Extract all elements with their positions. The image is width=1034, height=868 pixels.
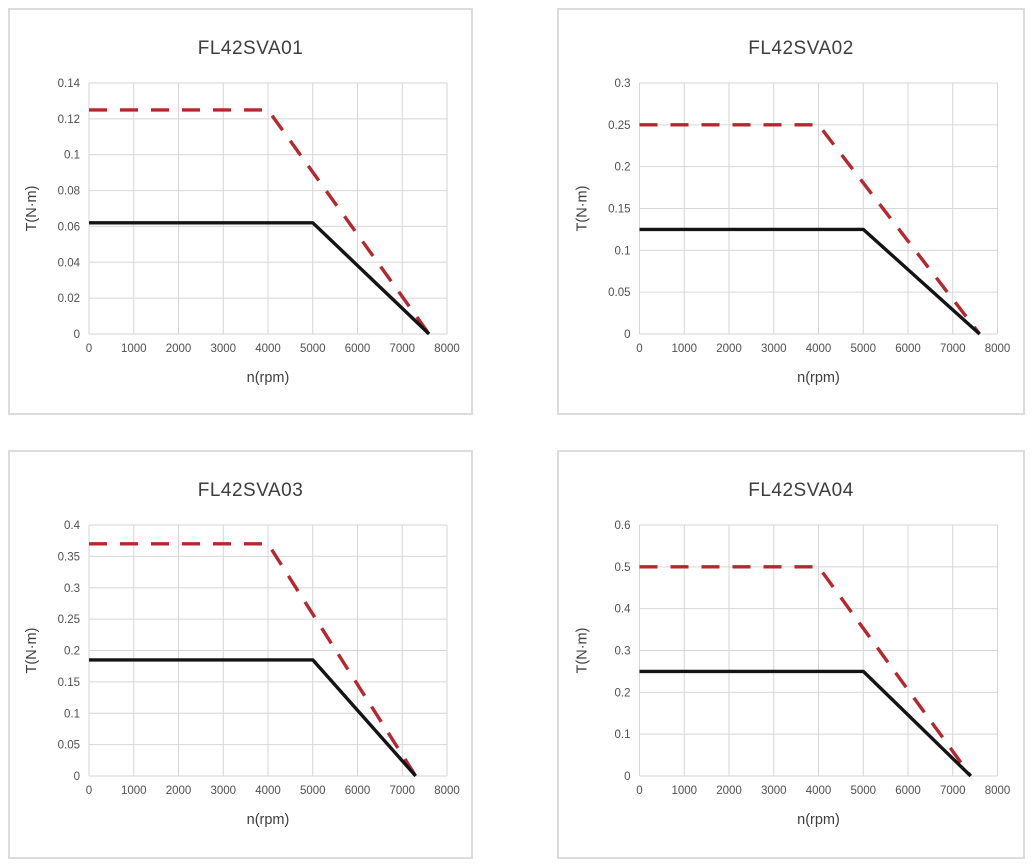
x-tick-label: 0 xyxy=(636,343,642,355)
chart-title: FL42SVA01 xyxy=(197,38,304,59)
y-tick-label: 0.15 xyxy=(58,677,80,689)
chart-title: FL42SVA03 xyxy=(197,480,304,501)
y-tick-label: 0.1 xyxy=(64,708,80,720)
x-tick-label: 6000 xyxy=(345,785,371,797)
x-tick-label: 2000 xyxy=(716,785,742,797)
x-tick-label: 7000 xyxy=(389,343,415,355)
y-tick-label: 0.35 xyxy=(58,551,80,563)
x-tick-label: 4000 xyxy=(806,343,832,355)
y-tick-label: 0.14 xyxy=(58,78,81,90)
x-tick-label: 6000 xyxy=(345,343,371,355)
y-tick-label: 0.3 xyxy=(64,583,80,595)
x-tick-label: 5000 xyxy=(850,785,876,797)
y-tick-label: 0.06 xyxy=(58,221,80,233)
chart-panel-fl42sva02: FL42SVA02 0 1000 2000 3000 4000 5000 6000 7000 8… xyxy=(557,8,1025,415)
series-line-peak-torque xyxy=(639,123,981,336)
y-axis-title: T(N·m) xyxy=(575,628,591,674)
chart-panel-fl42sva01: FL42SVA01 0 1000 2000 3000 4000 5000 6000 7000 8… xyxy=(8,8,473,415)
x-tick-label: 5000 xyxy=(850,343,876,355)
series-line-rated-torque xyxy=(89,221,431,336)
x-tick-label: 2000 xyxy=(166,343,192,355)
y-tick-label: 0.1 xyxy=(615,729,631,741)
x-tick-label: 0 xyxy=(636,785,642,797)
y-tick-label: 0.4 xyxy=(64,520,81,532)
x-tick-label: 8000 xyxy=(985,343,1011,355)
x-axis-title: n(rpm) xyxy=(797,370,840,386)
y-tick-label: 0 xyxy=(624,329,630,341)
series-line-rated-torque xyxy=(639,227,981,336)
x-tick-label: 6000 xyxy=(895,343,921,355)
x-axis-title: n(rpm) xyxy=(797,812,840,828)
y-tick-label: 0.2 xyxy=(615,162,631,174)
y-tick-label: 0.5 xyxy=(615,562,631,574)
torque-speed-chart: 0 1000 2000 3000 4000 5000 6000 7000 8000 0 0.05 0.… xyxy=(24,520,460,828)
y-tick-label: 0.2 xyxy=(615,687,631,699)
y-tick-label: 0 xyxy=(74,771,80,783)
y-tick-label: 0.4 xyxy=(615,604,632,616)
series-line-rated-torque xyxy=(89,658,417,778)
torque-speed-chart: 0 1000 2000 3000 4000 5000 6000 7000 8000 0 0.1 0.2… xyxy=(575,520,1011,828)
x-tick-label: 3000 xyxy=(761,785,787,797)
x-tick-label: 1000 xyxy=(121,785,147,797)
x-tick-label: 5000 xyxy=(300,785,326,797)
y-tick-label: 0.1 xyxy=(64,150,80,162)
y-tick-label: 0.25 xyxy=(608,120,630,132)
x-tick-label: 3000 xyxy=(210,343,236,355)
y-tick-label: 0 xyxy=(624,771,630,783)
y-tick-label: 0.1 xyxy=(615,245,631,257)
x-tick-label: 8000 xyxy=(434,785,460,797)
x-tick-label: 4000 xyxy=(255,785,281,797)
x-tick-label: 1000 xyxy=(671,785,697,797)
x-tick-label: 3000 xyxy=(761,343,787,355)
x-tick-label: 4000 xyxy=(255,343,281,355)
series-line-peak-torque xyxy=(639,565,973,778)
x-tick-label: 0 xyxy=(86,343,92,355)
x-tick-label: 1000 xyxy=(121,343,147,355)
y-tick-label: 0.04 xyxy=(58,257,81,269)
x-tick-label: 8000 xyxy=(434,343,460,355)
x-tick-label: 8000 xyxy=(985,785,1011,797)
y-tick-label: 0.08 xyxy=(58,186,80,198)
y-axis-title: T(N·m) xyxy=(575,186,591,232)
x-tick-label: 7000 xyxy=(940,343,966,355)
x-tick-label: 7000 xyxy=(940,785,966,797)
x-tick-label: 2000 xyxy=(166,785,192,797)
y-axis-title: T(N·m) xyxy=(24,628,40,674)
y-tick-label: 0.05 xyxy=(58,740,80,752)
y-tick-label: 0.3 xyxy=(615,78,631,90)
chart-title: FL42SVA04 xyxy=(748,480,854,501)
y-tick-label: 0.2 xyxy=(64,646,80,658)
y-tick-label: 0 xyxy=(74,329,80,341)
series-line-rated-torque xyxy=(639,669,972,778)
x-tick-label: 1000 xyxy=(671,343,697,355)
x-tick-label: 4000 xyxy=(806,785,832,797)
torque-speed-chart: 0 1000 2000 3000 4000 5000 6000 7000 8000 0 0.02 0.… xyxy=(24,78,460,386)
chart-panel-fl42sva03: FL42SVA03 0 1000 2000 3000 4000 5000 6000 7000 8… xyxy=(8,450,473,859)
x-tick-label: 7000 xyxy=(389,785,415,797)
x-tick-label: 0 xyxy=(86,785,92,797)
chart-title: FL42SVA02 xyxy=(748,38,854,59)
y-tick-label: 0.3 xyxy=(615,646,631,658)
x-tick-label: 6000 xyxy=(895,785,921,797)
y-tick-label: 0.02 xyxy=(58,293,80,305)
x-tick-label: 2000 xyxy=(716,343,742,355)
chart-panel-fl42sva04: FL42SVA04 0 1000 2000 3000 4000 5000 6000 7000 8… xyxy=(557,450,1025,859)
y-tick-label: 0.6 xyxy=(615,520,631,532)
x-tick-label: 3000 xyxy=(210,785,236,797)
x-axis-title: n(rpm) xyxy=(247,370,290,386)
x-axis-title: n(rpm) xyxy=(247,812,290,828)
y-tick-label: 0.25 xyxy=(58,614,80,626)
y-tick-label: 0.15 xyxy=(608,204,630,216)
y-tick-label: 0.05 xyxy=(608,287,630,299)
y-axis-title: T(N·m) xyxy=(24,186,40,232)
x-tick-label: 5000 xyxy=(300,343,326,355)
torque-speed-chart: 0 1000 2000 3000 4000 5000 6000 7000 8000 0 0.05 0.… xyxy=(575,78,1011,386)
y-tick-label: 0.12 xyxy=(58,114,80,126)
